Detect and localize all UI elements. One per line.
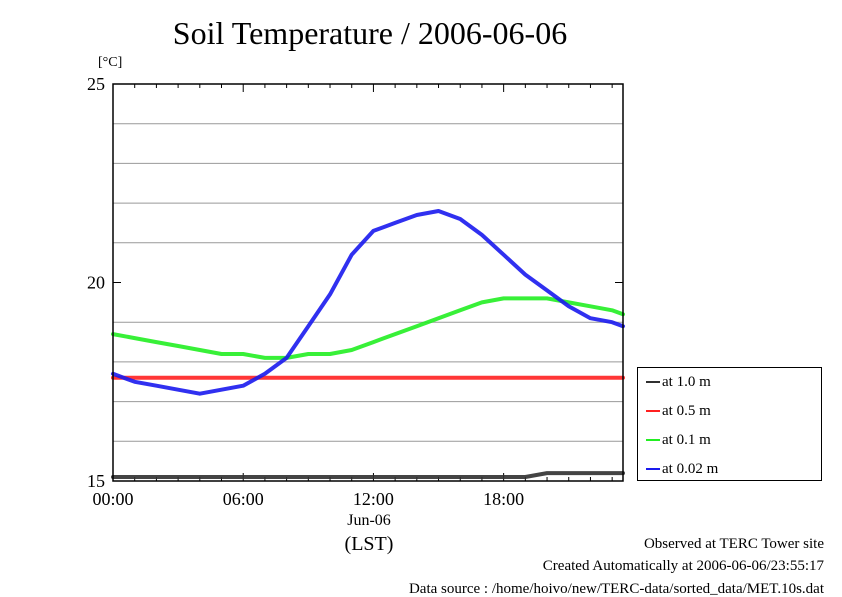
- footer-observed: Observed at TERC Tower site: [643, 536, 824, 552]
- legend: at 1.0 m at 0.5 m at 0.1 m at 0.02 m: [637, 367, 822, 481]
- footer-created: Created Automatically at 2006-06-06/23:5…: [542, 558, 824, 574]
- legend-swatch: [646, 381, 660, 383]
- legend-label: at 0.5 m: [662, 403, 711, 419]
- y-tick-label-0: 15: [87, 471, 105, 491]
- y-tick-label-2: 25: [87, 74, 105, 94]
- legend-swatch: [646, 410, 660, 412]
- footer-data-source: Data source : /home/hoivo/new/TERC-data/…: [408, 581, 824, 597]
- legend-label: at 0.1 m: [662, 432, 711, 448]
- legend-label: at 0.02 m: [662, 461, 719, 477]
- x-tick-label-2: 12:00: [353, 489, 394, 509]
- x-axis-timezone-label: (LST): [344, 533, 394, 555]
- legend-swatch: [646, 468, 660, 470]
- legend-label: at 1.0 m: [662, 374, 711, 390]
- y-axis-unit-label: [°C]: [98, 55, 123, 70]
- y-tick-label-1: 20: [87, 273, 105, 293]
- series-line-2: [111, 296, 625, 360]
- legend-swatch: [646, 439, 660, 441]
- chart-title: Soil Temperature / 2006-06-06: [172, 15, 568, 51]
- plot-frame: [112, 83, 624, 482]
- x-tick-label-0: 00:00: [92, 489, 133, 509]
- x-tick-label-3: 18:00: [483, 489, 524, 509]
- series-line-0: [111, 471, 625, 479]
- x-tick-label-1: 06:00: [223, 489, 264, 509]
- x-axis-date-label: Jun-06: [347, 512, 391, 529]
- series-line-3: [111, 209, 625, 396]
